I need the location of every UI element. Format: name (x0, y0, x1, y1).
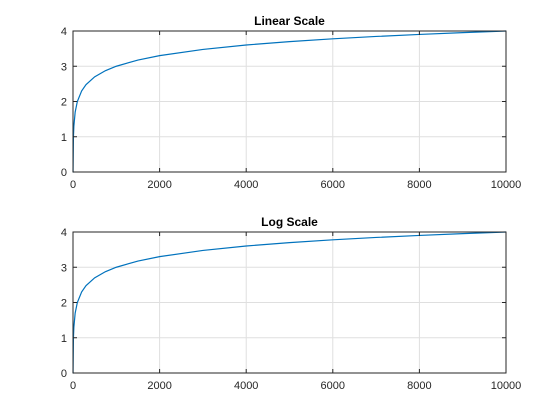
linear-y-tick-label: 2 (61, 97, 67, 109)
log-chart-title: Log Scale (261, 215, 318, 229)
linear-chart-title: Linear Scale (254, 14, 325, 28)
log-x-tick-label: 10000 (491, 380, 522, 392)
linear-x-tick-label: 4000 (234, 179, 258, 191)
linear-x-tick-label: 0 (70, 179, 76, 191)
linear-x-tick-label: 2000 (147, 179, 171, 191)
linear-y-tick-label: 4 (61, 26, 67, 38)
linear-y-tick-label: 1 (61, 132, 67, 144)
log-x-tick-label: 0 (70, 380, 76, 392)
linear-x-tick-label: 6000 (321, 179, 345, 191)
log-y-tick-label: 4 (61, 227, 67, 239)
log-scale-axes: 0 2000 4000 6000 8000 10000 0 1 2 3 4 Log Scale (61, 215, 521, 392)
linear-scale-axes: 0 2000 4000 6000 8000 10000 0 1 2 3 4 Linear Scale (61, 14, 521, 191)
log-y-tick-label: 3 (61, 262, 67, 274)
linear-x-tick-label: 8000 (407, 179, 431, 191)
log-series-line (72, 231, 507, 374)
linear-y-tick-label: 0 (61, 167, 67, 179)
log-y-tick-label: 1 (61, 333, 67, 345)
linear-y-tick-label: 3 (61, 61, 67, 73)
log-x-tick-label: 8000 (407, 380, 431, 392)
linear-series-line (72, 30, 507, 173)
log-y-tick-label: 0 (61, 368, 67, 380)
log-x-tick-label: 2000 (147, 380, 171, 392)
log-x-tick-label: 6000 (321, 380, 345, 392)
linear-x-tick-label: 10000 (491, 179, 522, 191)
log-y-tick-label: 2 (61, 298, 67, 310)
log-x-tick-label: 4000 (234, 380, 258, 392)
